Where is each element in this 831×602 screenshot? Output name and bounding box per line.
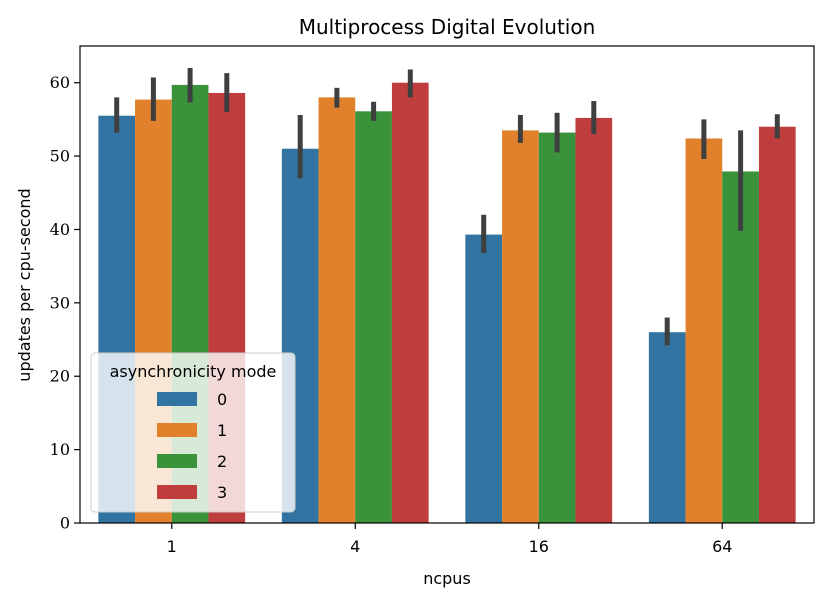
legend-swatch-0 (157, 392, 197, 406)
legend-title: asynchronicity mode (110, 362, 277, 381)
legend-swatch-2 (157, 454, 197, 468)
legend-swatch-3 (157, 485, 197, 499)
bar-mode-0-ncpus-64 (648, 332, 686, 523)
legend-label-3: 3 (217, 483, 227, 502)
y-axis: 0 10 20 30 40 50 60 (50, 73, 80, 533)
y-tick-label: 10 (50, 440, 70, 459)
x-tick-label: 64 (712, 537, 732, 556)
legend-label-1: 1 (217, 421, 227, 440)
y-tick-label: 20 (50, 367, 70, 386)
chart-title: Multiprocess Digital Evolution (299, 15, 596, 39)
legend-label-0: 0 (217, 390, 227, 409)
legend-label-2: 2 (217, 452, 227, 471)
y-tick-label: 60 (50, 73, 70, 92)
y-tick-label: 50 (50, 147, 70, 166)
x-tick-label: 1 (167, 537, 177, 556)
plot-frame (79, 45, 815, 524)
x-tick-label: 16 (529, 537, 549, 556)
error-bars-group (114, 68, 780, 346)
bar-mode-3-ncpus-16 (575, 117, 613, 523)
bar-mode-3-ncpus-64 (758, 126, 796, 523)
y-tick-label: 0 (60, 514, 70, 533)
x-axis: 1 4 16 64 (167, 523, 732, 556)
bar-mode-0-ncpus-16 (465, 234, 503, 524)
x-axis-label: ncpus (423, 569, 471, 588)
y-tick-label: 30 (50, 293, 70, 312)
bar-mode-2-ncpus-16 (538, 132, 576, 523)
legend: asynchronicity mode 0 1 2 3 (90, 352, 296, 513)
y-tick-label: 40 (50, 220, 70, 239)
bar-mode-1-ncpus-64 (685, 138, 723, 524)
bar-mode-1-ncpus-16 (502, 130, 539, 523)
legend-swatch-1 (157, 423, 197, 437)
bar-mode-1-ncpus-4 (318, 97, 356, 523)
bar-mode-2-ncpus-4 (355, 111, 392, 523)
x-tick-label: 4 (350, 537, 360, 556)
bar-mode-3-ncpus-4 (391, 82, 429, 523)
y-axis-label: updates per cpu-second (15, 188, 34, 381)
